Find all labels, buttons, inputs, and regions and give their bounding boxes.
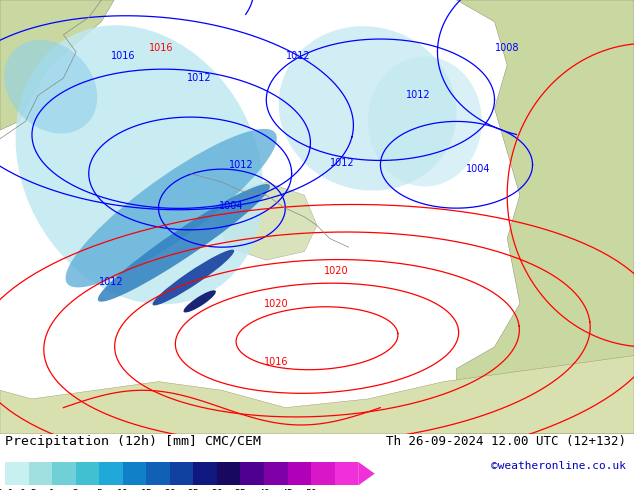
Text: 0.5: 0.5 [20, 489, 37, 490]
Ellipse shape [16, 25, 263, 304]
Text: 0.1: 0.1 [0, 489, 14, 490]
Text: Precipitation (12h) [mm] CMC/CEM: Precipitation (12h) [mm] CMC/CEM [5, 435, 261, 448]
Ellipse shape [368, 56, 482, 187]
Text: ©weatheronline.co.uk: ©weatheronline.co.uk [491, 461, 626, 471]
Text: 1020: 1020 [324, 266, 348, 276]
Ellipse shape [153, 249, 234, 305]
Text: 1012: 1012 [188, 73, 212, 83]
Text: 1004: 1004 [467, 164, 491, 174]
FancyArrow shape [358, 462, 375, 486]
Bar [5, 462, 29, 486]
Text: 1004: 1004 [219, 201, 243, 211]
Ellipse shape [4, 40, 97, 133]
Text: 45: 45 [281, 489, 294, 490]
Bar [240, 462, 264, 486]
Bar [146, 462, 170, 486]
Bar [311, 462, 335, 486]
Ellipse shape [98, 184, 270, 302]
Text: 1016: 1016 [112, 51, 136, 61]
Text: 30: 30 [211, 489, 223, 490]
Bar [335, 462, 358, 486]
Text: 1012: 1012 [99, 277, 123, 287]
Bar [264, 462, 288, 486]
Text: 25: 25 [188, 489, 199, 490]
Text: 1012: 1012 [286, 51, 310, 61]
Text: 2: 2 [73, 489, 79, 490]
Text: 10: 10 [117, 489, 129, 490]
Text: 1020: 1020 [264, 298, 288, 309]
Bar [288, 462, 311, 486]
Bar [193, 462, 217, 486]
Bar [123, 462, 146, 486]
Text: 1: 1 [49, 489, 55, 490]
Text: 1008: 1008 [495, 43, 519, 53]
Text: 1016: 1016 [264, 357, 288, 367]
Text: 1012: 1012 [406, 90, 430, 100]
Polygon shape [216, 182, 317, 260]
Text: 1012: 1012 [330, 158, 354, 168]
Ellipse shape [279, 26, 456, 191]
Ellipse shape [65, 129, 277, 288]
Bar [100, 462, 123, 486]
Bar [75, 462, 100, 486]
Text: 15: 15 [141, 489, 152, 490]
Polygon shape [0, 356, 634, 434]
Bar [170, 462, 193, 486]
Text: 5: 5 [96, 489, 102, 490]
Text: 50: 50 [305, 489, 317, 490]
Text: 1012: 1012 [229, 160, 253, 170]
Text: 35: 35 [235, 489, 247, 490]
Ellipse shape [183, 290, 216, 313]
Bar [29, 462, 52, 486]
Polygon shape [0, 0, 114, 130]
Polygon shape [456, 0, 634, 434]
Text: 40: 40 [258, 489, 270, 490]
Text: 20: 20 [164, 489, 176, 490]
Bar [217, 462, 240, 486]
Text: 1016: 1016 [150, 43, 174, 53]
Text: Th 26-09-2024 12.00 UTC (12+132): Th 26-09-2024 12.00 UTC (12+132) [386, 435, 626, 448]
Bar [52, 462, 75, 486]
